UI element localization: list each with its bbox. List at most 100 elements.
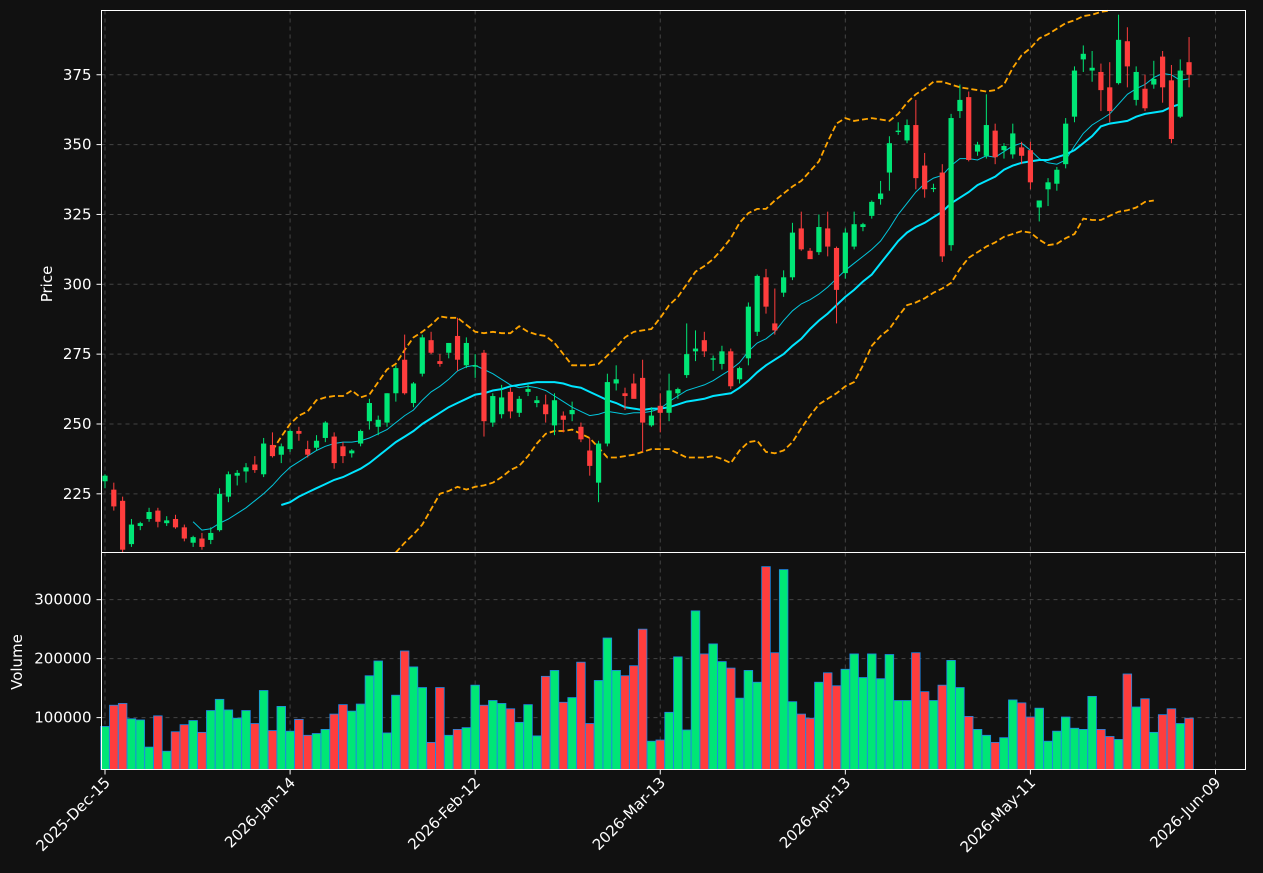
candle-body	[860, 224, 866, 228]
candle-up	[816, 214, 822, 255]
candle-body	[499, 397, 505, 415]
candle-down	[296, 426, 302, 441]
candle-up	[745, 302, 751, 366]
candle-up	[675, 387, 681, 399]
candle-body	[252, 464, 258, 471]
candle-up	[789, 222, 796, 281]
volume-bar	[188, 720, 198, 770]
candle-up	[216, 488, 223, 532]
candle-up	[1036, 200, 1042, 222]
candle-body	[728, 351, 734, 387]
candle-body	[305, 449, 311, 455]
candle-body	[772, 323, 778, 331]
volume-bar	[629, 665, 639, 770]
volume-tick-label: 200000	[34, 650, 91, 668]
volume-bar	[285, 730, 295, 770]
volume-bar	[823, 672, 833, 770]
volume-bar	[532, 735, 542, 770]
volume-bar	[355, 703, 366, 770]
volume-bar	[1140, 698, 1150, 770]
candle-body	[710, 358, 716, 360]
candle-body	[1142, 88, 1148, 109]
candle-up	[930, 183, 937, 193]
candle-body	[543, 404, 549, 415]
candle-body	[1019, 147, 1025, 156]
candle-body	[146, 511, 152, 519]
volume-bar	[1175, 723, 1185, 770]
candle-up	[983, 94, 989, 159]
volume-bar	[408, 666, 419, 770]
volume-bar	[770, 652, 780, 770]
candle-body	[966, 97, 972, 160]
candle-body	[895, 130, 901, 133]
candle-body	[366, 403, 373, 422]
candle-body	[261, 443, 267, 475]
candle-body	[1080, 53, 1086, 60]
volume-bar	[117, 703, 128, 770]
candle-body	[164, 520, 170, 524]
candle-body	[349, 450, 355, 454]
volume-bar	[884, 654, 895, 770]
volume-bar	[602, 637, 613, 770]
candle-body	[234, 472, 240, 476]
candle-down	[587, 437, 593, 476]
volume-bar	[391, 694, 401, 770]
volume-bar	[514, 721, 524, 770]
candle-body	[604, 382, 610, 444]
volume-bar	[867, 653, 877, 770]
candle-up	[516, 396, 522, 417]
candle-body	[957, 99, 963, 112]
candle-body	[199, 538, 205, 547]
volume-bar	[426, 741, 436, 770]
candle-body	[1168, 80, 1175, 140]
candle-body	[287, 430, 293, 450]
volume-bar	[1052, 730, 1062, 770]
candle-body	[1010, 133, 1016, 155]
candle-up	[604, 373, 610, 447]
candle-up	[860, 222, 866, 232]
candle-down	[331, 432, 337, 469]
candle-body	[454, 335, 461, 360]
volume-bar	[470, 684, 480, 770]
price-axis-title: Price	[38, 266, 56, 303]
candle-up	[1063, 118, 1069, 169]
volume-bar	[399, 650, 410, 770]
candle-body	[446, 342, 452, 353]
candle-up	[534, 396, 540, 408]
candle-up	[1071, 66, 1078, 123]
candle-body	[1089, 67, 1095, 71]
volume-bar	[452, 729, 463, 770]
candle-body	[701, 340, 707, 352]
candle-down	[1160, 51, 1166, 103]
volume-bar	[214, 698, 225, 770]
candle-up	[895, 122, 901, 135]
candle-up	[595, 440, 602, 503]
volume-bars	[100, 566, 1194, 770]
candle-body	[551, 400, 558, 426]
candle-down	[340, 442, 346, 464]
candle-up	[287, 429, 293, 452]
candle-body	[842, 232, 848, 274]
candle-body	[1036, 200, 1042, 208]
volume-bar	[250, 723, 260, 770]
volume-bar	[1069, 727, 1080, 770]
candle-body	[877, 193, 884, 200]
volume-bar	[488, 700, 498, 770]
candle-body	[613, 379, 619, 384]
candle-up	[1001, 143, 1007, 159]
volume-bar	[708, 643, 718, 770]
volume-bar	[858, 677, 868, 770]
volume-bar	[1016, 702, 1027, 770]
candle-body	[419, 337, 425, 374]
volume-bar	[778, 569, 789, 770]
volume-bar	[743, 670, 754, 770]
volume-bar	[620, 675, 630, 770]
candle-body	[913, 125, 919, 179]
volume-bar	[585, 723, 595, 770]
candle-up	[384, 393, 390, 427]
volume-bar	[646, 740, 657, 770]
candle-body	[472, 365, 478, 367]
volume-bar	[955, 687, 965, 770]
candle-body	[190, 537, 196, 543]
candle-down	[622, 387, 628, 411]
